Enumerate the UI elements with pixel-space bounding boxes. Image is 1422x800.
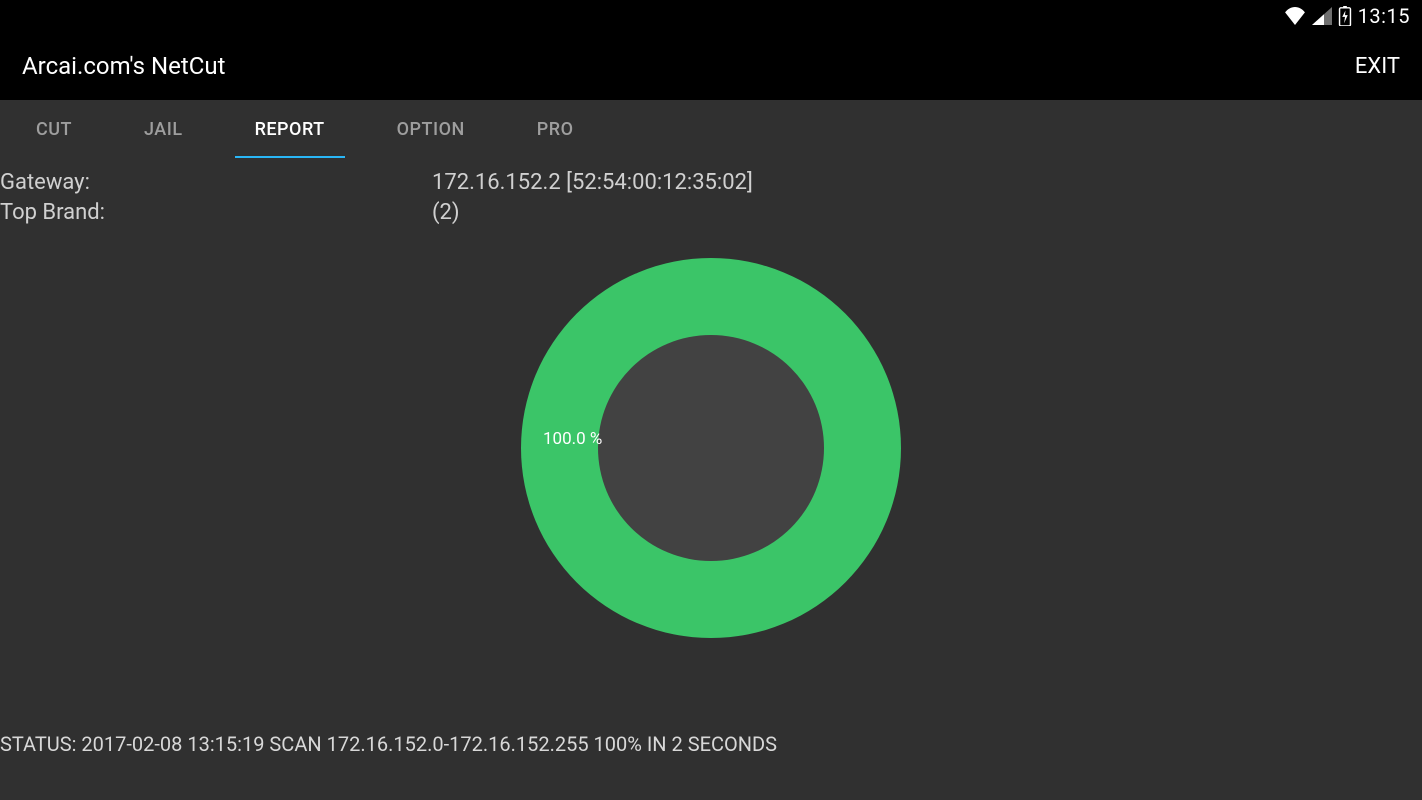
tab-pro[interactable]: PRO [537, 100, 574, 158]
android-status-bar: 13:15 [0, 0, 1422, 32]
exit-button[interactable]: EXIT [1355, 54, 1400, 79]
app-title: Arcai.com's NetCut [22, 52, 225, 80]
tab-report[interactable]: REPORT [255, 100, 325, 158]
gateway-value: 172.16.152.2 [52:54:00:12:35:02] [432, 168, 753, 198]
battery-charging-icon [1338, 6, 1352, 26]
scan-progress-donut: 100.0 % [511, 248, 911, 648]
status-line: STATUS: 2017-02-08 13:15:19 SCAN 172.16.… [0, 732, 777, 756]
top-brand-label: Top Brand: [0, 198, 432, 228]
cell-signal-icon [1312, 7, 1332, 25]
status-bar-clock: 13:15 [1358, 4, 1410, 28]
wifi-icon [1284, 7, 1306, 25]
gateway-label: Gateway: [0, 168, 432, 198]
app-title-bar: Arcai.com's NetCut EXIT [0, 32, 1422, 100]
tab-bar: CUT JAIL REPORT OPTION PRO [0, 100, 1422, 158]
report-info-rows: Gateway: Top Brand: 172.16.152.2 [52:54:… [0, 158, 1422, 228]
tab-cut[interactable]: CUT [36, 100, 72, 158]
donut-percent-label: 100.0 % [543, 429, 602, 449]
report-content: Gateway: Top Brand: 172.16.152.2 [52:54:… [0, 158, 1422, 800]
tab-jail[interactable]: JAIL [144, 100, 183, 158]
top-brand-value: (2) [432, 198, 753, 228]
tab-option[interactable]: OPTION [397, 100, 465, 158]
